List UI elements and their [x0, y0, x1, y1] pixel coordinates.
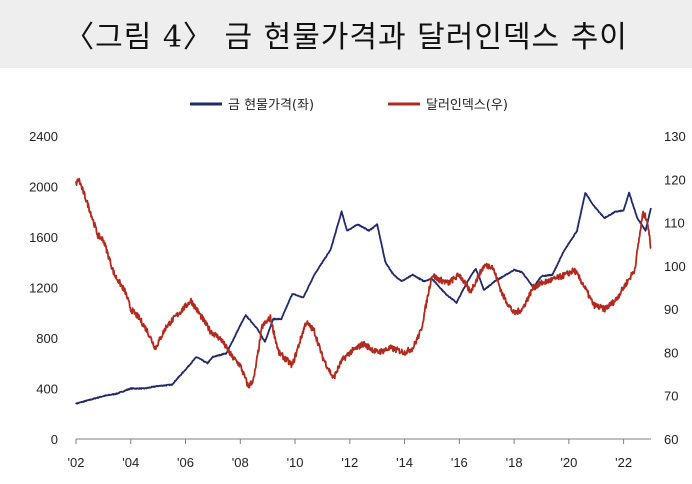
x-tick-label: '10 — [287, 455, 304, 470]
y-left-tick-label: 0 — [51, 432, 58, 447]
y-left-tick-label: 2000 — [29, 180, 58, 195]
x-tick-label: '12 — [341, 455, 358, 470]
legend-gold-label: 금 현물가격(좌) — [228, 98, 314, 113]
y-right-tick-label: 110 — [664, 216, 685, 231]
x-tick-label: '14 — [396, 455, 413, 470]
chart-area: '02 '04 '06 '08 '10 '12 '14 '16 '18 '20 '22 0 400 800… — [29, 98, 686, 470]
y-left-tick-label: 2400 — [29, 129, 58, 144]
y-right-tick-label: 130 — [664, 129, 686, 144]
y-left-tick-label: 1600 — [29, 230, 58, 245]
x-tick-label: '22 — [615, 455, 632, 470]
x-tick-label: '06 — [177, 455, 194, 470]
legend-dollar-label: 달러인덱스(우) — [426, 98, 508, 113]
y-right-tick-label: 90 — [664, 302, 678, 317]
dollar-index-line — [75, 177, 652, 389]
gold-price-line — [75, 191, 652, 405]
x-tick-label: '02 — [68, 455, 85, 470]
y-right-tick-label: 100 — [664, 259, 686, 274]
y-right-tick-label: 60 — [664, 432, 678, 447]
y-left-tick-label: 800 — [36, 331, 58, 346]
x-tick-label: '08 — [232, 455, 249, 470]
y-right-tick-label: 80 — [664, 345, 678, 360]
chart-title: 〈그림 4〉 금 현물가격과 달러인덱스 추이 — [64, 20, 628, 55]
y-left-tick-label: 400 — [36, 382, 58, 397]
y-right-tick-label: 120 — [664, 172, 686, 187]
x-tick-label: '04 — [122, 455, 139, 470]
x-tick-label: '20 — [560, 455, 577, 470]
x-tick-label: '16 — [451, 455, 468, 470]
y-left-tick-label: 1200 — [29, 281, 58, 296]
x-tick-label: '18 — [506, 455, 523, 470]
y-right-tick-label: 70 — [664, 389, 678, 404]
title-bar: 〈그림 4〉 금 현물가격과 달러인덱스 추이 — [0, 0, 692, 68]
